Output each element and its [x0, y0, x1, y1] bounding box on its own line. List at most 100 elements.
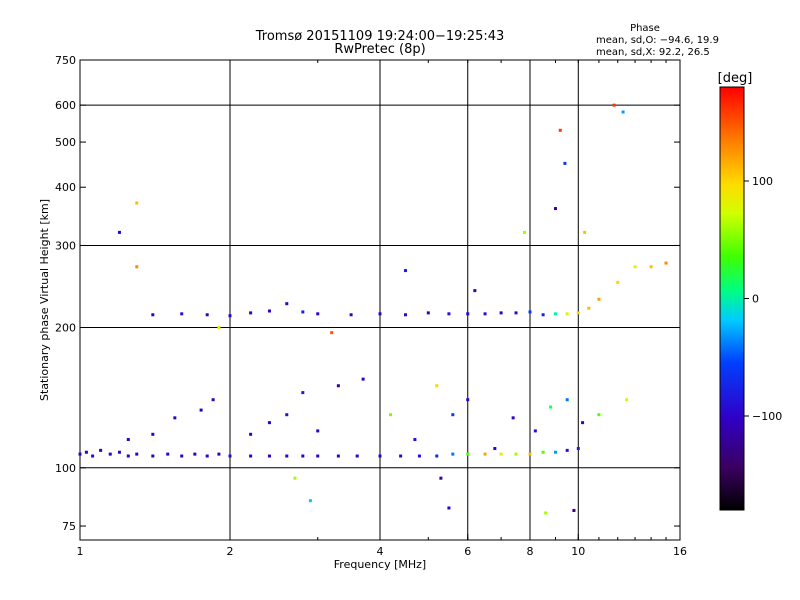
- data-point: [565, 448, 569, 452]
- data-point: [301, 391, 305, 395]
- data-point: [565, 398, 569, 402]
- data-point: [249, 432, 253, 436]
- x-tick-label: 10: [571, 545, 585, 558]
- x-tick-label: 2: [227, 545, 234, 558]
- data-point: [597, 297, 601, 301]
- data-point: [499, 452, 503, 456]
- data-point: [285, 413, 289, 417]
- grid-lines: [80, 60, 680, 540]
- phase-mean-x: mean, sd,X: 92.2, 26.5: [596, 47, 710, 58]
- x-tick-label: 1: [77, 545, 84, 558]
- data-point: [621, 110, 625, 114]
- data-point: [447, 506, 451, 510]
- data-point: [451, 452, 455, 456]
- data-point: [336, 454, 340, 458]
- data-point: [493, 447, 497, 451]
- data-point: [249, 454, 253, 458]
- data-point: [581, 421, 585, 425]
- data-point: [91, 454, 95, 458]
- data-point: [135, 265, 139, 269]
- axis-ticks: 1 2 4 6 8 10 16 75 100 200 300 400 500 600 750: [55, 54, 687, 558]
- y-tick-label: 600: [55, 99, 76, 112]
- data-point: [435, 454, 439, 458]
- data-point: [616, 280, 620, 284]
- data-point: [435, 384, 439, 388]
- data-point: [541, 450, 545, 454]
- data-point: [389, 413, 393, 417]
- data-point: [514, 452, 518, 456]
- colorbar-tick-label: −100: [752, 410, 782, 423]
- data-point: [117, 450, 121, 454]
- x-tick-label: 16: [673, 545, 687, 558]
- data-point: [211, 398, 215, 402]
- colorbar-tick-label: 0: [752, 293, 759, 306]
- colorbar-ticks: 100 0 −100: [744, 175, 782, 423]
- data-point: [378, 312, 382, 316]
- data-point: [576, 447, 580, 451]
- data-point: [84, 450, 88, 454]
- x-tick-label: 6: [464, 545, 471, 558]
- y-axis-label: Stationary phase Virtual Height [km]: [38, 199, 51, 401]
- data-point: [553, 312, 557, 316]
- data-point: [541, 313, 545, 317]
- y-tick-label: 750: [55, 54, 76, 67]
- data-point: [199, 408, 203, 412]
- data-point: [417, 454, 421, 458]
- data-point: [572, 508, 576, 512]
- data-point: [301, 310, 305, 314]
- y-tick-label: 200: [55, 322, 76, 335]
- data-point: [533, 429, 537, 433]
- data-point: [126, 438, 130, 442]
- chart-title-line2: RwPretec (8p): [334, 42, 425, 57]
- data-point: [447, 312, 451, 316]
- data-point: [587, 306, 591, 310]
- data-point: [633, 265, 637, 269]
- data-point: [135, 201, 139, 205]
- colorbar-tick-label: 100: [752, 175, 773, 188]
- data-point: [553, 207, 557, 211]
- data-points: [78, 103, 668, 515]
- data-point: [205, 313, 209, 317]
- data-point: [180, 312, 184, 316]
- data-point: [378, 454, 382, 458]
- data-point: [173, 416, 177, 420]
- data-point: [78, 452, 82, 456]
- y-tick-label: 100: [55, 462, 76, 475]
- data-point: [217, 326, 221, 330]
- data-point: [117, 230, 121, 234]
- data-point: [511, 416, 515, 420]
- data-point: [544, 511, 548, 515]
- data-point: [99, 448, 103, 452]
- y-tick-label: 75: [62, 520, 76, 533]
- colorbar: [719, 86, 745, 511]
- data-point: [151, 432, 155, 436]
- data-point: [267, 454, 271, 458]
- data-point: [267, 421, 271, 425]
- data-point: [293, 476, 297, 480]
- data-point: [625, 398, 629, 402]
- data-point: [439, 476, 443, 480]
- data-point: [514, 311, 518, 315]
- data-point: [135, 452, 139, 456]
- data-point: [301, 454, 305, 458]
- data-point: [558, 128, 562, 132]
- data-point: [205, 454, 209, 458]
- phase-mean-o: mean, sd,O: −94.6, 19.9: [596, 35, 719, 46]
- data-point: [267, 309, 271, 313]
- data-point: [316, 429, 320, 433]
- data-point: [316, 312, 320, 316]
- data-point: [403, 269, 407, 273]
- data-point: [473, 289, 477, 293]
- data-point: [583, 230, 587, 234]
- data-point: [228, 454, 232, 458]
- x-tick-label: 4: [377, 545, 384, 558]
- data-point: [549, 405, 553, 409]
- data-point: [285, 454, 289, 458]
- data-point: [399, 454, 403, 458]
- data-point: [413, 438, 417, 442]
- y-tick-label: 400: [55, 181, 76, 194]
- data-point: [228, 314, 232, 318]
- data-point: [466, 312, 470, 316]
- data-point: [563, 161, 567, 165]
